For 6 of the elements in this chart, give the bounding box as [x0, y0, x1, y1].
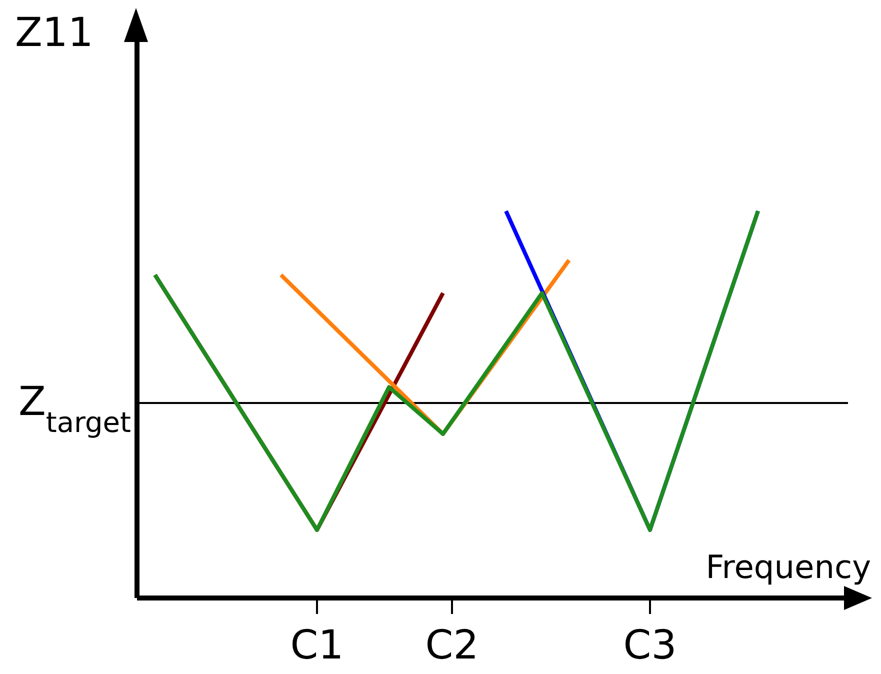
ref-line-label: Z$_{target}$	[18, 378, 132, 438]
x-tick-label: C2	[425, 622, 479, 668]
x-axis-title: Frequency	[706, 548, 871, 586]
x-tick-label: C3	[623, 622, 677, 668]
y-axis-title: Z11	[15, 10, 94, 56]
x-tick-label: C1	[290, 622, 344, 668]
